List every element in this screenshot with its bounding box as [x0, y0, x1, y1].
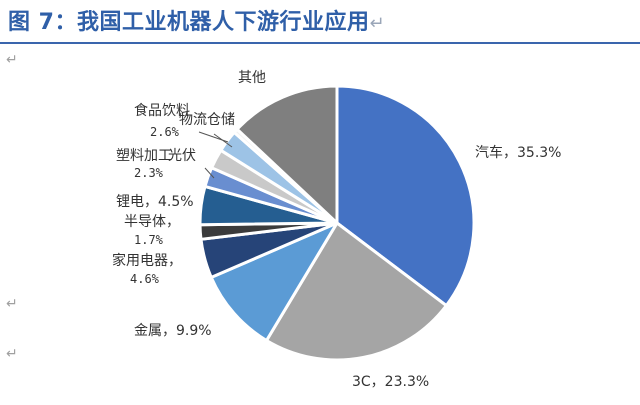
leader-lines [198, 131, 233, 179]
data-label-food-value: 2.6% [150, 125, 180, 139]
data-label-logistics: 物流仓储 [179, 112, 235, 128]
pie-slice-0 [335, 84, 476, 308]
paragraph-mark-icon: ↵ [6, 296, 18, 312]
pie-slice-2 [209, 221, 339, 342]
data-label-semiconductor-value: 1.7% [134, 233, 164, 247]
data-label-lithium: 锂电，4.5% [116, 194, 194, 210]
title-text: 我国工业机器人下游行业应用 [76, 10, 370, 35]
data-label-plastic-name: 塑料加工 [116, 148, 172, 164]
figure-number: 图 7 [8, 10, 55, 35]
data-label-semiconductor-name: 半导体， [124, 214, 180, 230]
data-label-appliance-value: 4.6% [130, 272, 160, 286]
data-label-other: 其他 [238, 70, 266, 86]
leader-line-logistics [213, 133, 233, 148]
pie-slices [198, 84, 476, 362]
data-label-food-name: 食品饮料 [134, 102, 190, 119]
paragraph-mark-icon: ↵ [6, 52, 18, 68]
paragraph-mark-icon: ↵ [6, 346, 18, 362]
data-label-metal: 金属，9.9% [134, 323, 212, 339]
pie-slice-1 [265, 221, 448, 362]
figure-title: 图 7：我国工业机器人下游行业应用↵ [8, 4, 385, 36]
title-separator: ： [54, 10, 77, 35]
data-label-pv: 光伏 [168, 148, 196, 164]
data-label-appliance-name: 家用电器， [112, 252, 182, 269]
data-label-car: 汽车，35.3% [475, 144, 561, 161]
paragraph-mark-icon: ↵ [369, 13, 386, 34]
title-divider [0, 42, 640, 44]
pie-slice-10 [235, 84, 339, 225]
data-label-3c: 3C，23.3% [352, 374, 429, 390]
data-label-plastic-value: 2.3% [134, 166, 164, 180]
data-labels: 汽车，35.3% 3C，23.3% 金属，9.9% 家用电器， 4.6% 半导体… [112, 70, 561, 390]
leader-line-plastic [204, 167, 215, 179]
